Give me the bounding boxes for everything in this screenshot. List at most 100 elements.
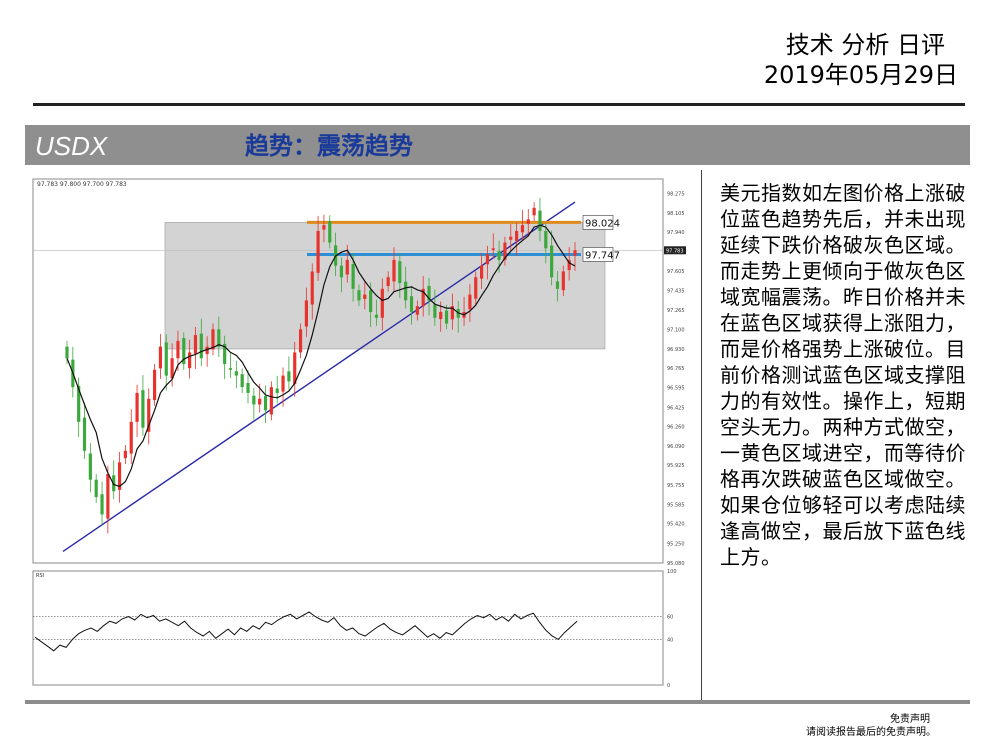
- price-tick-label: 96.425: [667, 405, 685, 411]
- report-title: 技术 分析 日评: [785, 31, 945, 59]
- candle-body: [322, 225, 326, 230]
- price-tick-label: 98.275: [667, 191, 685, 197]
- candle-body: [485, 254, 490, 265]
- disclaimer-text: 请阅读报告最后的免责声明。: [806, 727, 936, 738]
- candle-body: [246, 382, 250, 393]
- analysis-commentary: 美元指数如左图价格上涨破位蓝色趋势先后，并未出现延续下跌价格破灰色区域。而走势上…: [720, 181, 966, 569]
- title-banner: USDX 趋势：震荡趋势: [25, 125, 970, 165]
- rsi-pane-frame: [32, 570, 664, 686]
- price-tick-label: 96.765: [667, 366, 685, 372]
- candle-body: [444, 310, 449, 324]
- candle-body: [77, 385, 81, 422]
- candle-body: [228, 368, 233, 370]
- price-tick-label: 95.420: [667, 522, 685, 528]
- candle-body: [65, 346, 69, 359]
- current-price-label: 97.783: [666, 248, 684, 254]
- candle-body: [392, 259, 396, 282]
- candle-body: [293, 352, 297, 385]
- report-date: 2019年05月29日: [763, 61, 958, 89]
- price-tick-label: 95.585: [667, 503, 685, 509]
- candle-body: [147, 398, 151, 432]
- candle-body: [298, 329, 303, 353]
- candle-body: [497, 251, 501, 260]
- candle-body: [427, 286, 431, 301]
- ohlc-readout: 97.783 97.800 97.700 97.783: [37, 181, 127, 188]
- candle-body: [275, 388, 279, 393]
- candle-body: [135, 392, 139, 422]
- candle-body: [415, 306, 419, 315]
- footer-divider: [25, 700, 970, 704]
- price-tick-label: 95.925: [667, 463, 685, 469]
- candle-body: [421, 288, 425, 307]
- level-label-orange: 98.024: [585, 218, 620, 229]
- panel-divider: [701, 170, 702, 700]
- candle-body: [310, 271, 314, 305]
- candle-body: [88, 453, 92, 480]
- candle-body: [339, 265, 344, 278]
- price-tick-label: 97.435: [667, 289, 685, 295]
- candle-body: [82, 417, 87, 451]
- chart-panel: 97.783 97.800 97.700 97.783 98.275 98.105 9…: [27, 173, 687, 691]
- price-tick-label: 98.105: [667, 211, 685, 217]
- candle-body: [304, 300, 308, 327]
- candle-body: [129, 421, 133, 454]
- price-tick-label: 96.260: [667, 424, 685, 430]
- candle-body: [357, 290, 361, 301]
- candle-body: [287, 371, 291, 382]
- candle-body: [328, 221, 332, 243]
- candle-body: [269, 387, 273, 415]
- candle-body: [439, 311, 443, 320]
- candle-body: [561, 271, 565, 291]
- candle-body: [404, 281, 408, 301]
- price-tick-label: 96.930: [667, 347, 685, 353]
- candle-body: [106, 473, 110, 519]
- header-divider: [33, 103, 965, 106]
- candle-body: [164, 342, 168, 376]
- candle-body: [351, 264, 355, 289]
- rsi-label: RSI: [36, 573, 44, 579]
- candle-body: [468, 294, 472, 310]
- candle-body: [345, 259, 349, 275]
- price-tick-label: 96.090: [667, 444, 685, 450]
- rsi-tick-label: 40: [667, 637, 673, 643]
- level-label-blue: 97.747: [585, 250, 620, 261]
- rsi-tick-label: 100: [667, 569, 677, 575]
- candle-body: [94, 479, 98, 498]
- candle-body: [538, 210, 542, 231]
- candle-body: [281, 375, 285, 392]
- candle-body: [363, 294, 367, 299]
- candle-body: [199, 333, 203, 359]
- candle-body: [158, 346, 163, 369]
- candle-body: [117, 462, 122, 490]
- candle-body: [532, 207, 536, 216]
- moving-average-line: [66, 224, 576, 488]
- candle-body: [263, 395, 268, 411]
- level-tag-orange: [582, 215, 614, 230]
- candle-body: [550, 245, 554, 278]
- candle-body: [433, 304, 437, 318]
- gray-range-zone: [164, 222, 606, 350]
- current-price-tag: [664, 246, 686, 255]
- candle-body: [515, 230, 519, 241]
- rsi-tick-label: 0: [667, 683, 670, 689]
- candle-body: [474, 277, 478, 299]
- candle-body: [503, 242, 507, 260]
- level-tag-blue: [582, 247, 614, 262]
- candle-body: [374, 314, 379, 318]
- price-tick-label: 95.080: [667, 561, 685, 567]
- candle-body: [170, 358, 174, 379]
- candle-body: [567, 259, 571, 271]
- candle-body: [380, 288, 384, 318]
- candle-body: [544, 230, 548, 249]
- instrument-symbol: USDX: [35, 131, 108, 161]
- candle-body: [211, 329, 215, 350]
- candle-body: [123, 450, 127, 459]
- price-tick-label: 97.605: [667, 269, 685, 275]
- candle-body: [369, 290, 373, 312]
- candle-body: [234, 371, 238, 376]
- candle-body: [409, 296, 414, 312]
- price-tick-label: 97.940: [667, 230, 685, 236]
- candle-body: [526, 219, 530, 224]
- candle-body: [491, 248, 495, 250]
- candle-body: [141, 390, 145, 428]
